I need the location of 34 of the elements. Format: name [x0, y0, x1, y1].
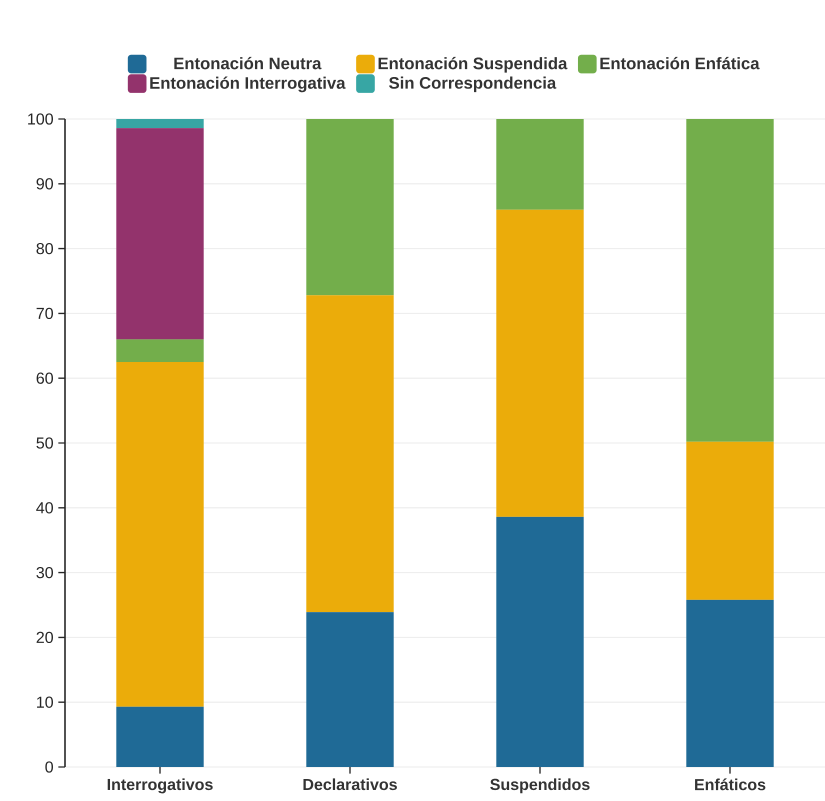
y-tick-label: 60	[36, 372, 54, 384]
bar	[306, 118, 394, 296]
legend-label: Entonación Interrogativa	[150, 76, 346, 92]
bar	[496, 118, 584, 210]
y-tick-label: 30	[36, 566, 54, 578]
x-tick-label: Interrogativos	[108, 778, 213, 794]
bar	[686, 442, 774, 600]
x-tick-label: Suspendidos	[490, 778, 590, 794]
legend-label: Entonación Neutra	[174, 56, 322, 70]
legend-label: Entonación Enfática	[600, 56, 760, 70]
bar	[116, 362, 204, 707]
bar	[496, 516, 584, 767]
x-tick-label: Enfáticos	[695, 778, 766, 790]
bar	[306, 295, 394, 612]
y-tick-label: 100	[28, 113, 53, 125]
bar	[116, 706, 204, 767]
y-tick-label: 10	[37, 696, 54, 708]
bar	[686, 118, 774, 442]
legend-label: Entonación Suspendida	[378, 56, 568, 73]
y-tick-label: 20	[36, 632, 54, 644]
y-tick-label: 70	[36, 308, 54, 320]
bar	[116, 339, 204, 362]
y-tick-label: 50	[36, 437, 54, 449]
bar	[116, 118, 204, 128]
x-tick-label: Declarativos	[303, 778, 397, 790]
bar	[116, 128, 204, 340]
bar	[496, 210, 584, 517]
legend-label: Sin Correspondencia	[389, 76, 556, 92]
y-tick-label: 0	[45, 761, 54, 773]
y-tick-label: 90	[36, 178, 54, 190]
bar	[306, 612, 394, 767]
bar	[686, 600, 774, 767]
y-tick-label: 40	[36, 502, 54, 514]
y-tick-label: 80	[36, 242, 54, 254]
